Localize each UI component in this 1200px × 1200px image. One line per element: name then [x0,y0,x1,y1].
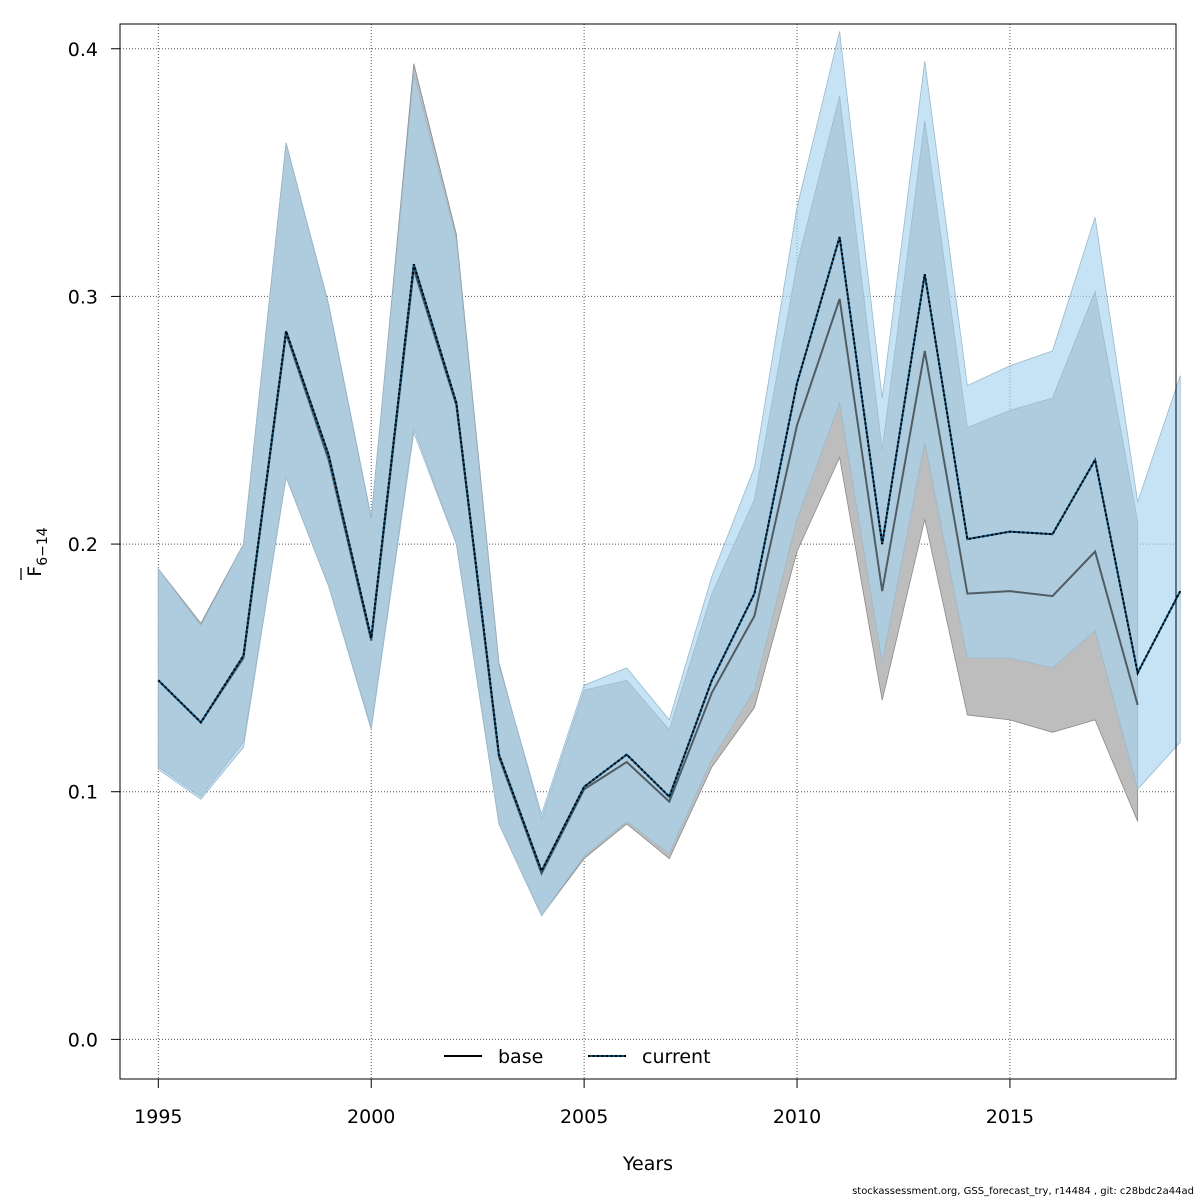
y-tick-label-0: 0.0 [68,1029,98,1051]
y-axis-title-subscript: 6−14 [35,527,51,566]
series-lines [157,236,1182,876]
axes: 1995 2000 2005 2010 2015 0.0 0.1 0.2 0.3 0.4 [68,39,1034,1128]
x-tick-label-2015: 2015 [986,1106,1034,1128]
plot-frame [119,23,1177,1080]
footer-note: stockassessment.org, GSS_forecast_try, r… [852,1186,1194,1197]
legend-label-current: current [642,1046,711,1068]
y-tick-label-2: 0.2 [68,534,98,556]
band-current [157,31,1181,917]
y-tick-label-3: 0.3 [68,286,98,308]
legend-label-base: base [498,1046,543,1068]
x-tick-label-2005: 2005 [560,1106,608,1128]
confidence-bands [157,31,1181,917]
y-tick-label-4: 0.4 [68,39,98,61]
x-tick-label-1995: 1995 [134,1106,182,1128]
x-tick-label-2000: 2000 [347,1106,395,1128]
x-tick-label-2010: 2010 [773,1106,821,1128]
y-tick-label-1: 0.1 [68,782,98,804]
y-axis-title-main: F [24,566,46,577]
legend: base current [444,1046,711,1068]
y-axis-title: F6−14 [20,527,51,580]
svg-text:F6−14: F6−14 [24,527,51,576]
line-base [157,268,1139,876]
x-axis-title: Years [622,1153,673,1175]
line-current [157,236,1182,874]
